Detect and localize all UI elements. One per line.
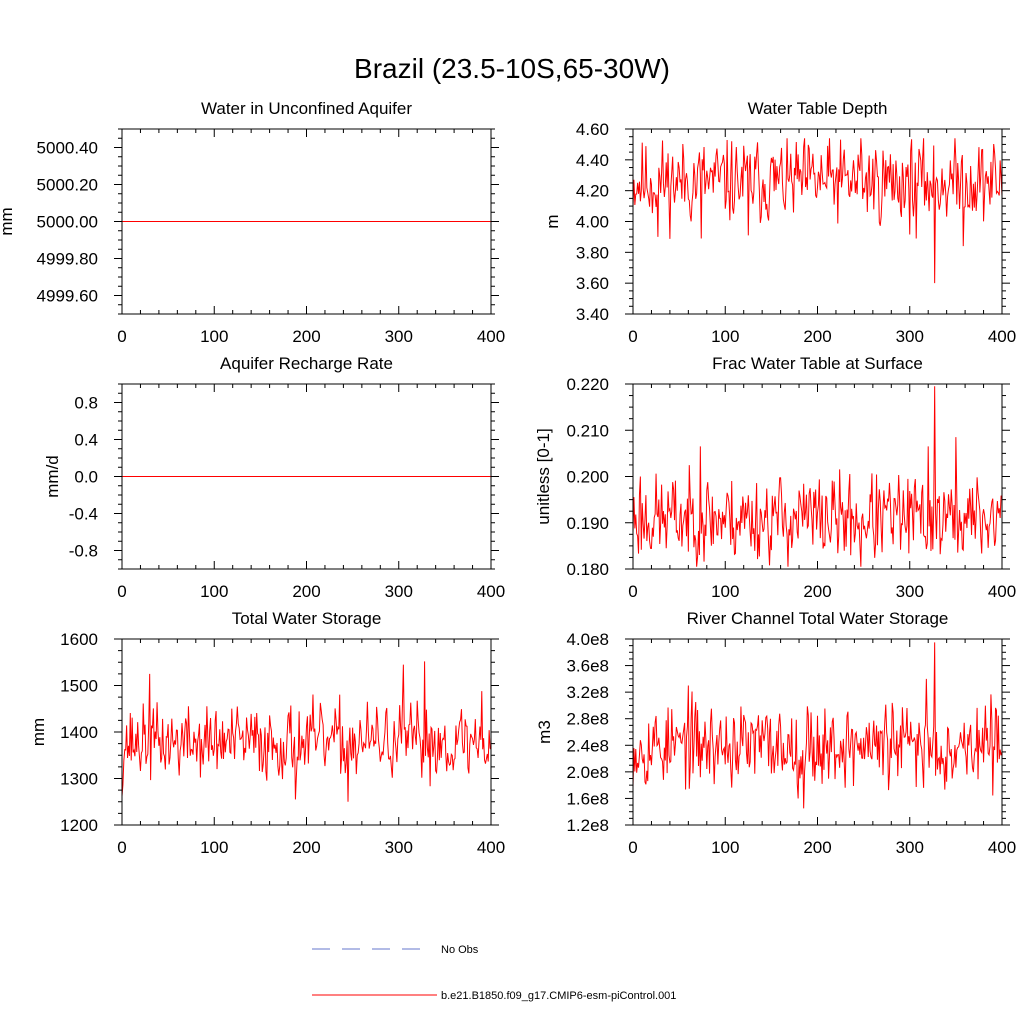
x-tick-label: 400 — [477, 582, 505, 601]
y-tick-label: 0.220 — [566, 375, 609, 394]
x-tick-label: 400 — [988, 582, 1016, 601]
x-tick-label: 300 — [896, 838, 924, 857]
x-tick-label: 0 — [628, 327, 637, 346]
y-tick-label: 4.0e8 — [566, 630, 609, 649]
y-tick-label: 5000.40 — [37, 139, 98, 158]
y-tick-label: 4.60 — [576, 120, 609, 139]
x-tick-label: 0 — [117, 327, 126, 346]
y-tick-label: 2.0e8 — [566, 763, 609, 782]
y-tick-label: -0.8 — [69, 542, 98, 561]
chart-panel-4: Frac Water Table at Surface 0 100 200 300 400… — [534, 354, 1016, 601]
y-tick-label: 1400 — [60, 723, 98, 742]
x-tick-label: 100 — [200, 838, 228, 857]
x-tick-label: 200 — [292, 327, 320, 346]
y-tick-label: 4999.60 — [37, 287, 98, 306]
panels: Water in Unconfined Aquifer 0 100 200 300 400… — [0, 99, 1016, 857]
x-tick-label: 300 — [385, 582, 413, 601]
chart-title: Water Table Depth — [748, 99, 888, 118]
y-tick-label: 4.00 — [576, 213, 609, 232]
x-tick-label: 200 — [803, 582, 831, 601]
y-tick-label: 0.190 — [566, 514, 609, 533]
y-tick-label: 4.40 — [576, 151, 609, 170]
x-tick-label: 200 — [803, 327, 831, 346]
x-tick-label: 0 — [628, 838, 637, 857]
y-tick-label: 3.40 — [576, 305, 609, 324]
chart-title: River Channel Total Water Storage — [687, 609, 949, 628]
y-tick-label: 2.4e8 — [566, 736, 609, 755]
y-tick-label: 0.200 — [566, 468, 609, 487]
x-tick-label: 100 — [711, 327, 739, 346]
chart-panel-1: Water in Unconfined Aquifer 0 100 200 300 400… — [0, 99, 505, 346]
x-tick-label: 100 — [200, 327, 228, 346]
x-tick-label: 100 — [200, 582, 228, 601]
y-tick-label: 3.6e8 — [566, 657, 609, 676]
chart-title: Total Water Storage — [232, 609, 382, 628]
y-tick-label: 4999.80 — [37, 250, 98, 269]
x-tick-label: 400 — [988, 327, 1016, 346]
chart-title: Frac Water Table at Surface — [712, 354, 923, 373]
x-tick-label: 0 — [117, 838, 126, 857]
y-tick-label: 1200 — [60, 816, 98, 835]
y-axis-label: m3 — [535, 720, 554, 744]
y-tick-label: 0.4 — [74, 431, 98, 450]
y-tick-label: 1500 — [60, 677, 98, 696]
x-tick-label: 400 — [477, 838, 505, 857]
legend-model-label: b.e21.B1850.f09_g17.CMIP6-esm-piControl.… — [441, 990, 676, 1002]
legend: No Obs b.e21.B1850.f09_g17.CMIP6-esm-piC… — [312, 944, 676, 1002]
y-tick-label: 0.8 — [74, 394, 98, 413]
x-tick-label: 400 — [988, 838, 1016, 857]
y-tick-label: 1.6e8 — [566, 789, 609, 808]
x-tick-label: 100 — [711, 838, 739, 857]
y-tick-label: 1300 — [60, 770, 98, 789]
y-tick-label: 5000.00 — [37, 213, 98, 232]
y-tick-label: 5000.20 — [37, 176, 98, 195]
y-tick-label: 2.8e8 — [566, 710, 609, 729]
chart-title: Water in Unconfined Aquifer — [201, 99, 412, 118]
series-line — [633, 138, 1002, 284]
y-tick-label: 0.180 — [566, 560, 609, 579]
x-tick-label: 0 — [628, 582, 637, 601]
x-tick-label: 200 — [803, 838, 831, 857]
y-tick-label: 3.80 — [576, 243, 609, 262]
y-tick-label: 0.0 — [74, 468, 98, 487]
plot-frame — [632, 128, 1003, 315]
y-axis-label: mm — [0, 207, 16, 235]
x-tick-label: 100 — [711, 582, 739, 601]
y-axis-label: m — [543, 214, 562, 228]
series-line — [633, 386, 1002, 567]
chart-panel-5: Total Water Storage 0 100 200 300 400 1200 1300… — [29, 609, 505, 857]
series-line — [633, 642, 1002, 809]
y-tick-label: 1600 — [60, 630, 98, 649]
y-tick-label: 1.2e8 — [566, 816, 609, 835]
y-tick-label: 3.60 — [576, 274, 609, 293]
chart-title: Aquifer Recharge Rate — [220, 354, 393, 373]
y-axis-label: mm/d — [43, 455, 62, 498]
legend-obs-label: No Obs — [441, 944, 479, 956]
series-line — [122, 661, 491, 802]
x-tick-label: 200 — [292, 838, 320, 857]
chart-panel-3: Aquifer Recharge Rate 0 100 200 300 400 -0.8 -0… — [43, 354, 505, 601]
y-tick-label: 4.20 — [576, 182, 609, 201]
figure-title: Brazil (23.5-10S,65-30W) — [354, 53, 670, 84]
x-tick-label: 400 — [477, 327, 505, 346]
y-axis-label: unitless [0-1] — [534, 428, 553, 524]
y-tick-label: 0.210 — [566, 421, 609, 440]
y-tick-label: -0.4 — [69, 505, 98, 524]
y-tick-label: 3.2e8 — [566, 683, 609, 702]
x-tick-label: 300 — [896, 327, 924, 346]
x-tick-label: 300 — [385, 327, 413, 346]
chart-panel-6: River Channel Total Water Storage 0 100 200… — [535, 609, 1016, 857]
chart-panel-2: Water Table Depth 0 100 200 300 400 3.40 3.60 3.… — [543, 99, 1016, 346]
x-tick-label: 300 — [896, 582, 924, 601]
x-tick-label: 200 — [292, 582, 320, 601]
x-tick-label: 300 — [385, 838, 413, 857]
x-tick-label: 0 — [117, 582, 126, 601]
y-axis-label: mm — [29, 718, 48, 746]
